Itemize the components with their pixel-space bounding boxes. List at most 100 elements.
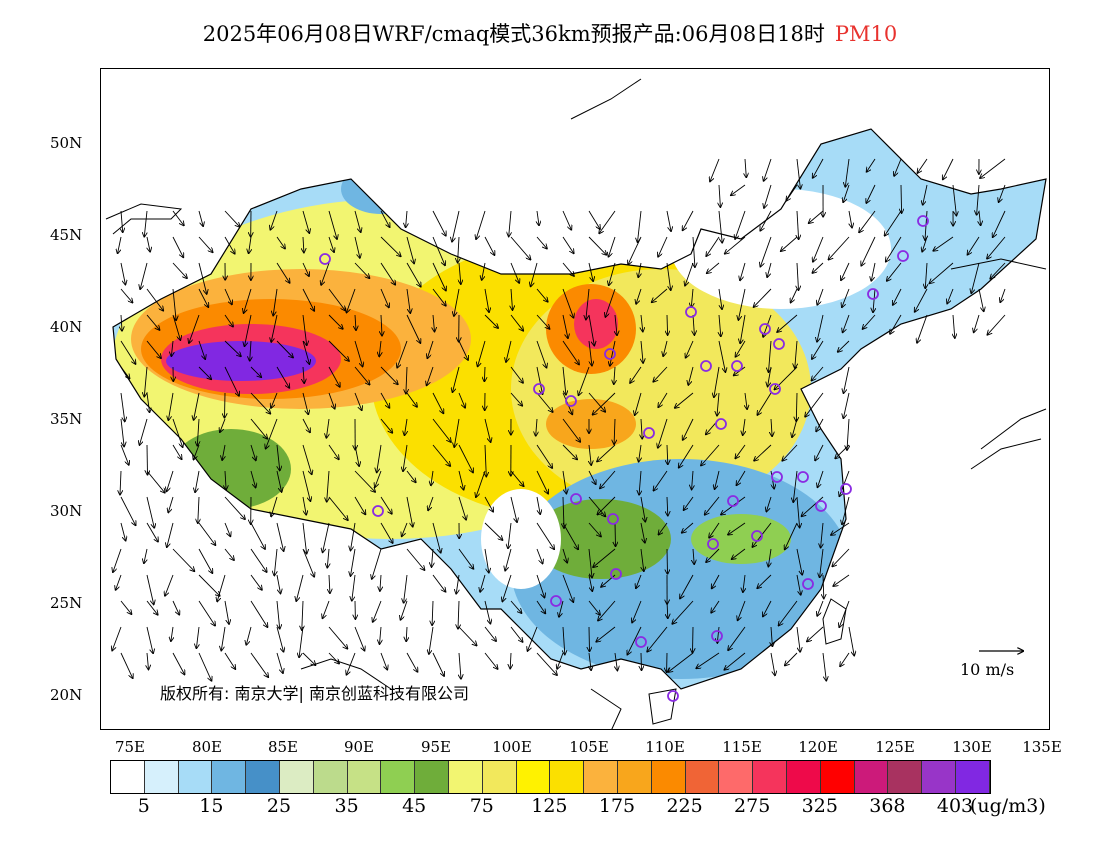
wind-arrow [274, 548, 278, 575]
wind-arrow [797, 496, 800, 528]
wind-arrow [406, 210, 407, 227]
wind-arrow [165, 574, 174, 596]
wind-arrow [845, 158, 850, 187]
wind-arrow [586, 288, 590, 320]
wind-arrow [736, 340, 746, 357]
colorbar-tick-label: 175 [598, 795, 636, 817]
wind-arrow [589, 626, 590, 651]
wind-arrow [347, 652, 356, 675]
wind-arrow [328, 366, 340, 387]
wind-arrow [354, 626, 365, 651]
wind-arrow [630, 366, 642, 383]
wind-arrow [589, 444, 591, 465]
wind-arrow [246, 626, 252, 645]
wind-arrow [588, 548, 592, 578]
wind-arrow [354, 210, 361, 232]
wind-arrow [380, 574, 381, 591]
wind-arrow [120, 522, 126, 541]
city-marker [707, 538, 719, 550]
wind-arrow [663, 340, 668, 356]
wind-arrow [505, 548, 512, 571]
wind-arrow [480, 574, 486, 592]
wind-arrow [484, 600, 490, 624]
wind-arrow [818, 470, 824, 487]
wind-arrow [785, 652, 798, 666]
wind-arrow [740, 262, 746, 280]
wind-arrow [302, 314, 307, 345]
wind-arrow [456, 574, 459, 594]
wind-arrow [842, 496, 850, 524]
city-marker [751, 530, 763, 542]
wind-arrow [302, 210, 309, 233]
wind-arrow [401, 600, 408, 620]
map-frame [100, 68, 1050, 730]
wind-arrow [743, 418, 745, 435]
wind-arrow [796, 574, 801, 595]
wind-arrow [271, 496, 278, 516]
wind-arrow [379, 340, 381, 356]
wind-arrow [615, 314, 617, 335]
lon-label: 135E [1022, 738, 1062, 756]
wind-arrow [380, 522, 393, 543]
wind-arrow [250, 392, 270, 414]
wind-arrow [147, 392, 150, 412]
wind-arrow [189, 314, 200, 343]
wind-arrow [562, 444, 577, 459]
wind-arrow [510, 366, 523, 383]
wind-arrow [323, 600, 330, 618]
wind-arrow [588, 314, 594, 346]
wind-arrow [605, 288, 616, 317]
lat-label: 25N [50, 594, 83, 612]
wind-arrow [562, 470, 566, 494]
wind-arrow [328, 210, 337, 239]
wind-arrow [355, 314, 356, 330]
wind-arrow [406, 236, 414, 263]
colorbar-swatch [820, 761, 855, 793]
wind-arrow [224, 340, 241, 356]
wind-arrow [347, 288, 356, 313]
wind-arrow [977, 184, 979, 215]
wind-arrow [628, 236, 642, 264]
wind-arrow [354, 444, 359, 466]
wind-arrow [146, 496, 154, 528]
wind-arrow [118, 236, 122, 253]
wind-arrow [711, 600, 720, 613]
wind-arrow [770, 652, 775, 675]
colorbar-swatch [144, 761, 179, 793]
colorbar-tick-label: 15 [199, 795, 224, 817]
wind-arrow [328, 314, 343, 329]
wind-arrow [428, 496, 434, 510]
wind-arrow [167, 522, 174, 547]
wind-arrow [147, 236, 150, 252]
wind-arrow [146, 626, 153, 653]
wind-arrow [817, 314, 824, 342]
wind-arrow [328, 392, 335, 409]
wind-arrow [863, 314, 876, 329]
wind-arrow [432, 418, 451, 442]
wind-arrow [459, 262, 461, 284]
wind-arrow [692, 470, 693, 489]
wind-arrow [302, 522, 307, 554]
wind-arrow [406, 470, 416, 482]
wind-arrow [693, 548, 694, 564]
wind-arrow [562, 366, 566, 395]
wind-arrow [764, 158, 772, 181]
wind-arrow [380, 418, 392, 433]
wind-arrow [354, 470, 375, 492]
wind-arrow [380, 236, 401, 256]
wind-arrow [596, 626, 616, 642]
wind-arrow [354, 496, 365, 514]
wind-arrow [120, 418, 124, 446]
wind-arrow [120, 444, 129, 465]
wind-arrow [627, 626, 642, 655]
wind-arrow [797, 210, 799, 239]
wind-arrow [792, 418, 798, 437]
wind-arrow [666, 210, 671, 231]
wind-arrow [833, 574, 850, 586]
city-marker [604, 348, 616, 360]
wind-arrow [724, 652, 746, 670]
wind-arrow [328, 626, 347, 649]
wind-arrow [738, 288, 746, 320]
wind-arrow [597, 444, 616, 461]
wind-arrow [476, 210, 486, 239]
